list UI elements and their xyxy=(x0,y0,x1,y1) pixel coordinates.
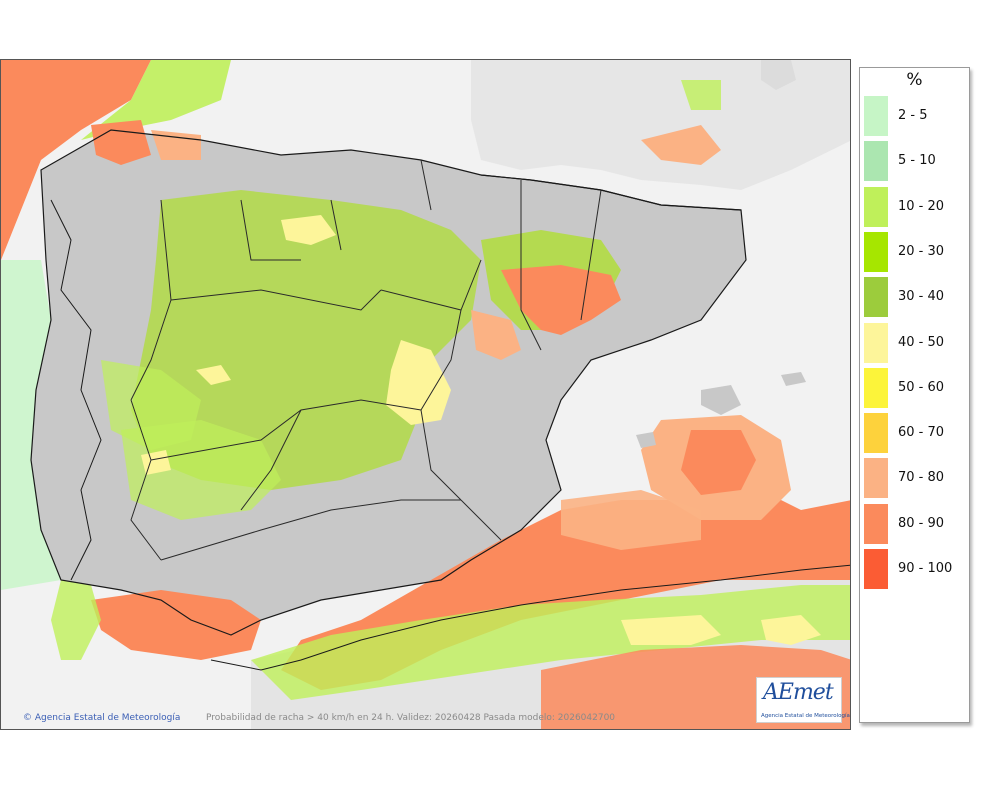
logo-mark: AEmet xyxy=(763,680,834,705)
legend-label: 5 - 10 xyxy=(898,153,936,169)
legend-label: 30 - 40 xyxy=(898,289,945,305)
legend-swatch xyxy=(864,231,888,272)
africa-coastline xyxy=(210,564,850,671)
legend-item: 2 - 5 xyxy=(864,96,968,136)
forecast-map: © Agencia Estatal de Meteorología Probab… xyxy=(0,59,851,730)
legend-label: 50 - 60 xyxy=(898,379,945,395)
mallorca xyxy=(701,385,741,415)
copyright-icon: © xyxy=(23,713,32,723)
legend-swatch xyxy=(864,277,888,318)
legend-label: 70 - 80 xyxy=(898,470,945,486)
legend-swatch xyxy=(864,413,888,454)
legend-swatch xyxy=(864,322,888,363)
legend-item: 90 - 100 xyxy=(864,549,968,589)
portugal-border xyxy=(50,199,102,581)
legend-item: 10 - 20 xyxy=(864,186,968,227)
legend-swatch xyxy=(864,503,888,544)
legend-label: 60 - 70 xyxy=(898,425,945,441)
france-land xyxy=(471,60,850,190)
footer-caption: Probabilidad de racha > 40 km/h en 24 h.… xyxy=(206,713,616,723)
legend-title: % xyxy=(906,70,923,90)
legend-swatch xyxy=(864,367,888,408)
coastline xyxy=(30,129,747,636)
central-yellow xyxy=(386,340,451,425)
legend-swatch xyxy=(864,141,888,182)
legend-item: 20 - 30 xyxy=(864,231,968,272)
legend-item: 50 - 60 xyxy=(864,367,968,408)
legend-label: 2 - 5 xyxy=(898,108,928,123)
legend-label: 10 - 20 xyxy=(898,198,945,214)
legend-label: 80 - 90 xyxy=(898,515,945,531)
legend-swatch xyxy=(864,549,888,589)
footer-credit: © Agencia Estatal de Meteorología xyxy=(23,713,181,723)
legend-swatch xyxy=(864,186,888,227)
map-canvas xyxy=(1,60,850,729)
legend-item: 5 - 10 xyxy=(864,141,968,182)
ebro-high xyxy=(501,265,621,335)
legend-label: 90 - 100 xyxy=(898,561,953,576)
region-boundaries xyxy=(130,159,602,561)
aemet-logo: AEmet Agencia Estatal de Meteorología xyxy=(756,677,850,723)
logo-subtitle: Agencia Estatal de Meteorología xyxy=(761,713,850,719)
galicia-high xyxy=(91,120,151,165)
alboran-high xyxy=(91,590,261,660)
atlantic-high xyxy=(1,60,151,260)
legend-item: 30 - 40 xyxy=(864,277,968,318)
legend-item: 60 - 70 xyxy=(864,413,968,454)
legend-label: 40 - 50 xyxy=(898,334,945,350)
menorca xyxy=(781,372,806,386)
legend-item: 40 - 50 xyxy=(864,322,968,363)
legend-swatch xyxy=(864,96,888,136)
legend: % 2 - 5 5 - 10 10 - 20 20 - 30 30 - 40 40 - 5… xyxy=(859,67,970,723)
legend-item: 80 - 90 xyxy=(864,503,968,544)
ibiza xyxy=(636,432,656,448)
interior-wind-zone xyxy=(131,190,481,490)
legend-swatch xyxy=(864,458,888,499)
legend-label: 20 - 30 xyxy=(898,243,945,259)
legend-item: 70 - 80 xyxy=(864,458,968,499)
